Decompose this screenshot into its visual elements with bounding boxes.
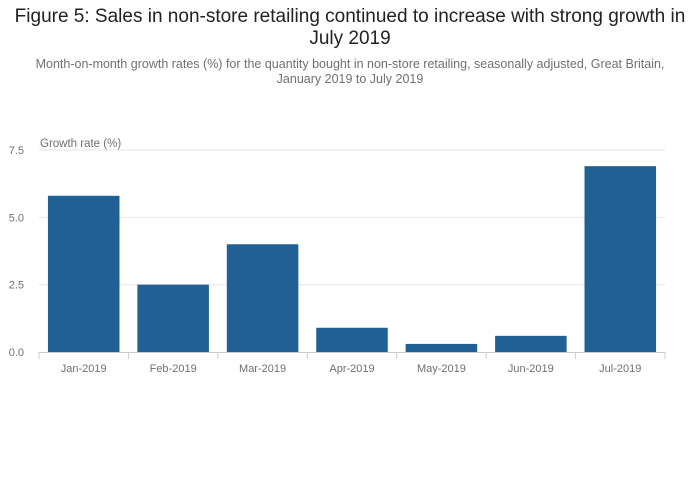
y-tick-label: 0.0 [9, 347, 24, 359]
y-tick-label: 2.5 [9, 280, 24, 292]
x-tick-label: Jan-2019 [61, 363, 107, 375]
x-axis [38, 352, 666, 359]
bars [47, 166, 657, 352]
bar [316, 327, 388, 352]
x-tick-label: May-2019 [417, 363, 466, 375]
bar [137, 284, 209, 352]
x-tick-label: Mar-2019 [239, 363, 286, 375]
bar [584, 166, 657, 352]
x-tick-labels: Jan-2019 Feb-2019 Mar-2019 Apr-2019 May-2019… [61, 363, 642, 375]
y-axis-label: Growth rate (%) [40, 138, 121, 150]
x-tick-label: Feb-2019 [150, 363, 197, 375]
gridlines [39, 149, 665, 286]
x-tick-label: Jul-2019 [599, 363, 641, 375]
bar [495, 335, 567, 352]
bar [47, 195, 120, 352]
bar [226, 244, 299, 352]
chart-subtitle: Month-on-month growth rates (%) for the … [35, 57, 665, 86]
chart-title: Figure 5: Sales in non-store retailing c… [14, 6, 686, 49]
x-tick-label: Jun-2019 [508, 363, 554, 375]
x-tick-label: Apr-2019 [329, 363, 374, 375]
y-tick-labels: 0.0 2.5 5.0 7.5 [9, 145, 24, 359]
bar [405, 343, 478, 352]
y-tick-label: 5.0 [9, 212, 24, 224]
y-tick-label: 7.5 [9, 145, 24, 157]
